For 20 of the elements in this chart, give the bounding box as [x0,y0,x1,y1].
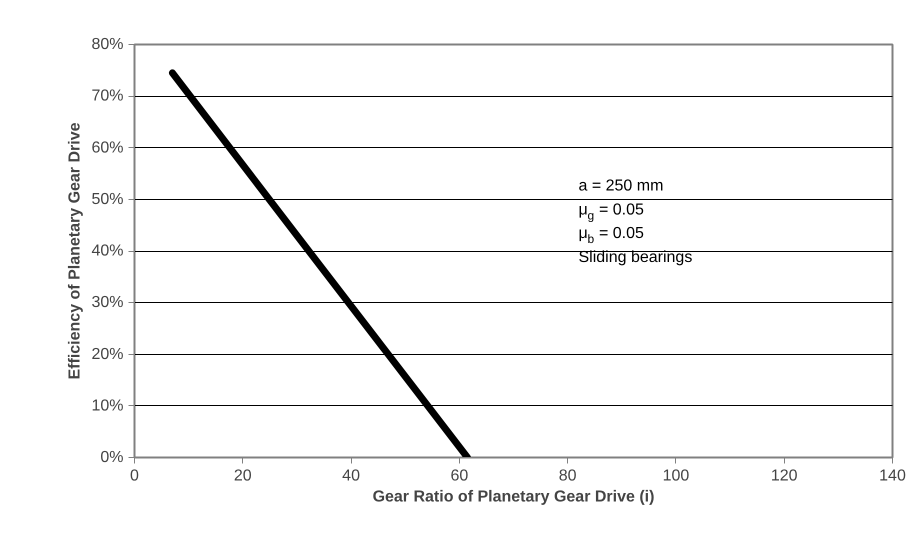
y-tick-label: 40% [91,242,124,260]
x-tick-label: 0 [130,468,140,484]
x-tick-label: 60 [450,468,468,484]
y-tick-label: 80% [91,36,124,53]
x-tick-label: 20 [234,468,252,484]
y-tick-label: 70% [91,88,124,105]
y-tick-label: 10% [91,397,124,414]
y-tick-label: 0% [100,449,124,466]
y-tick-label: 60% [91,139,124,156]
y-tick-label: 50% [91,190,124,208]
y-tick-label: 20% [91,346,124,363]
x-tick-label: 140 [879,468,906,484]
x-tick-label: 100 [662,468,690,484]
y-tick-label: 30% [91,294,124,312]
annotation: a = 250 mm [578,178,664,195]
x-tick-label: 120 [770,468,798,484]
x-tick-label: 80 [558,468,577,484]
x-tick-label: 40 [342,468,360,484]
y-axis-title: Efficiency of Planetary Gear Drive [66,122,84,380]
x-axis-title: Gear Ratio of Planetary Gear Drive (i) [372,488,654,506]
